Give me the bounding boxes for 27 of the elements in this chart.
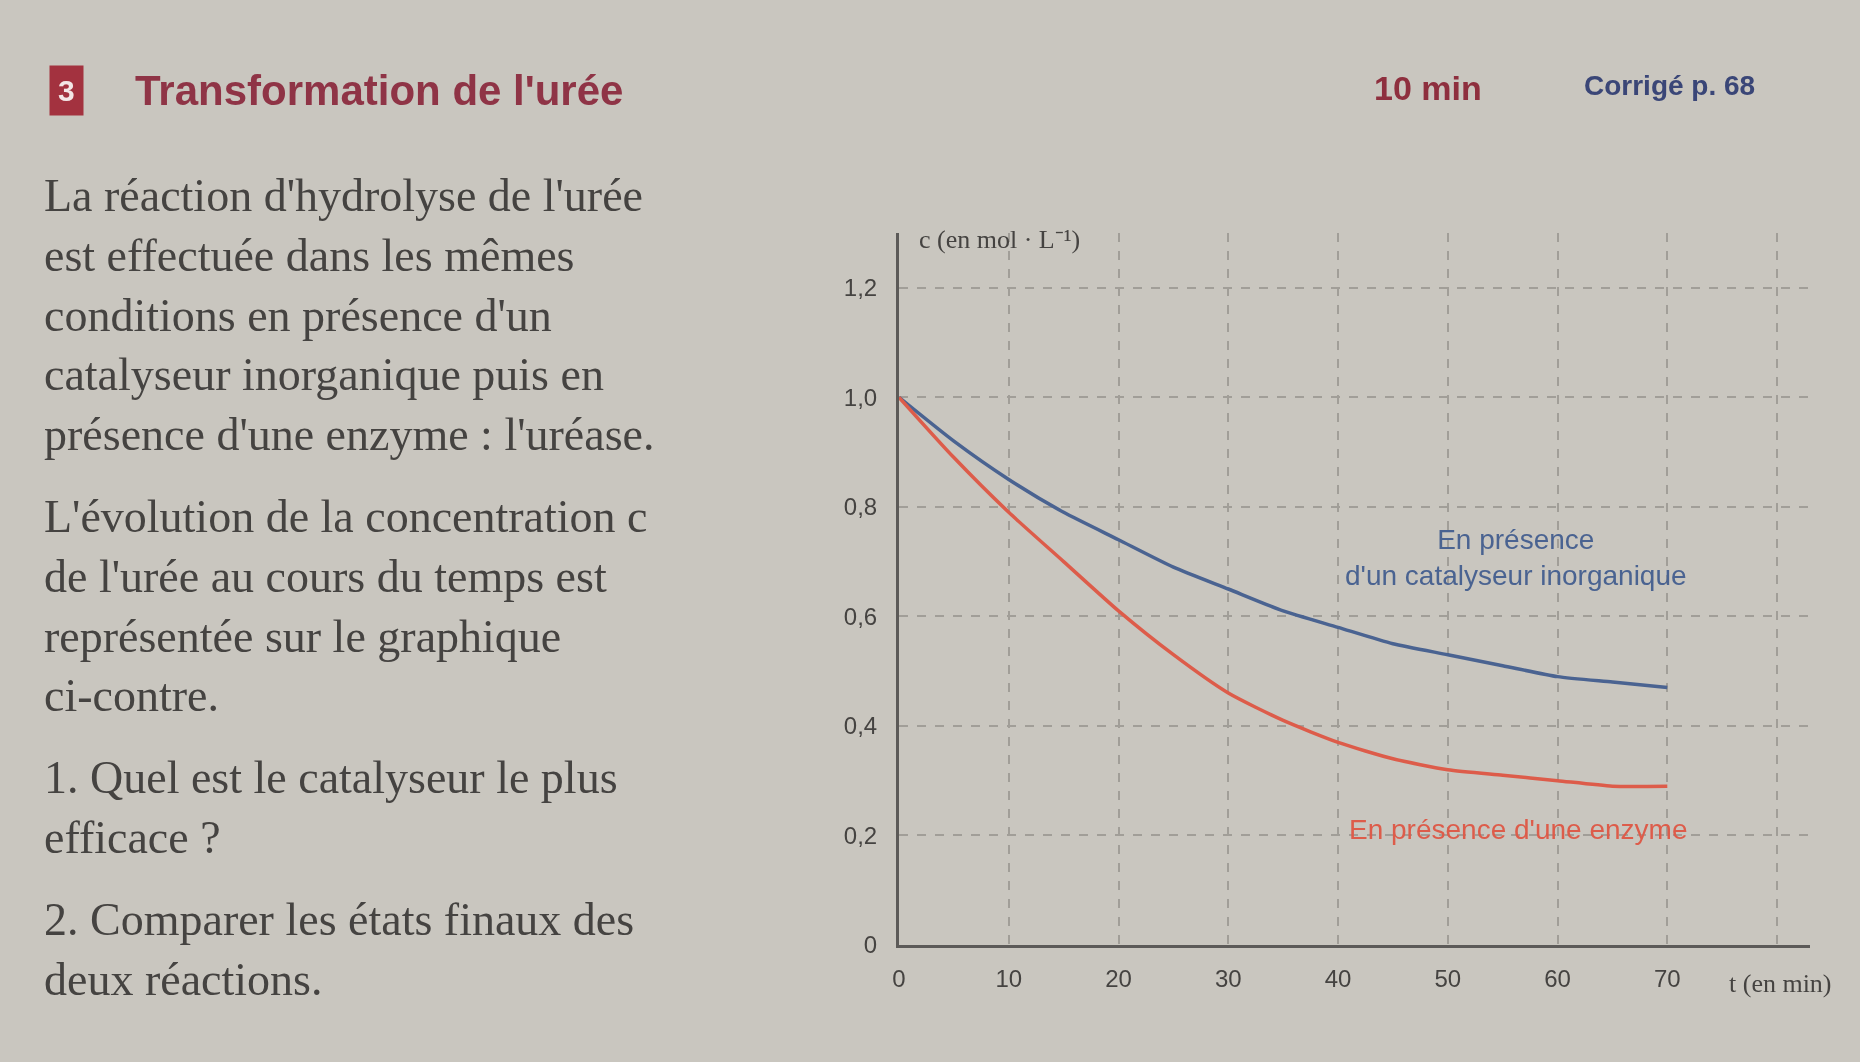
y-tick-label: 0,8 — [843, 493, 878, 521]
x-tick-label: 10 — [995, 964, 1023, 992]
x-tick-label: 0 — [892, 964, 906, 992]
series-label: En présence d'un catalyseur inorganique — [1345, 524, 1687, 592]
y-tick-label: 1,2 — [843, 274, 878, 302]
x-tick-label: 20 — [1105, 964, 1132, 992]
series-label: En présence d'une enzyme — [1349, 814, 1688, 845]
text: Corrigé p. 68 — [1584, 70, 1756, 101]
text: 10 min — [1374, 69, 1482, 107]
x-tick-label: 30 — [1214, 964, 1242, 992]
y-axis-title: c (en mol · L⁻¹) — [919, 225, 1081, 254]
text: 3 — [58, 74, 75, 107]
x-axis-title: t (en min) — [1729, 969, 1832, 998]
x-tick-label: 70 — [1653, 964, 1681, 992]
y-tick-label: 1,0 — [843, 383, 878, 411]
text: 1. Quel est le catalyseur le plus efficace ? — [44, 752, 618, 863]
y-tick-label: 0,6 — [843, 602, 878, 630]
x-tick-label: 60 — [1544, 964, 1571, 992]
x-tick-label: 50 — [1434, 964, 1462, 992]
text: L'évolution de la concentration c de l'urée au cours du temps est représentée sur le graphique ci-contre. — [44, 491, 648, 722]
x-tick-label: 40 — [1324, 964, 1352, 992]
text: 2. Comparer les états finaux des deux réactions. — [44, 894, 635, 1005]
y-tick-label: 0 — [863, 931, 878, 959]
text: La réaction d'hydrolyse de l'urée est effectuée dans les mêmes conditions en présence d'un catalyseur inorganique puis en présence d'une enzyme : l'uréase. — [44, 170, 655, 461]
y-tick-label: 0,2 — [843, 821, 878, 849]
text: Transformation de l'urée — [135, 66, 624, 114]
y-tick-label: 0,4 — [843, 712, 878, 740]
